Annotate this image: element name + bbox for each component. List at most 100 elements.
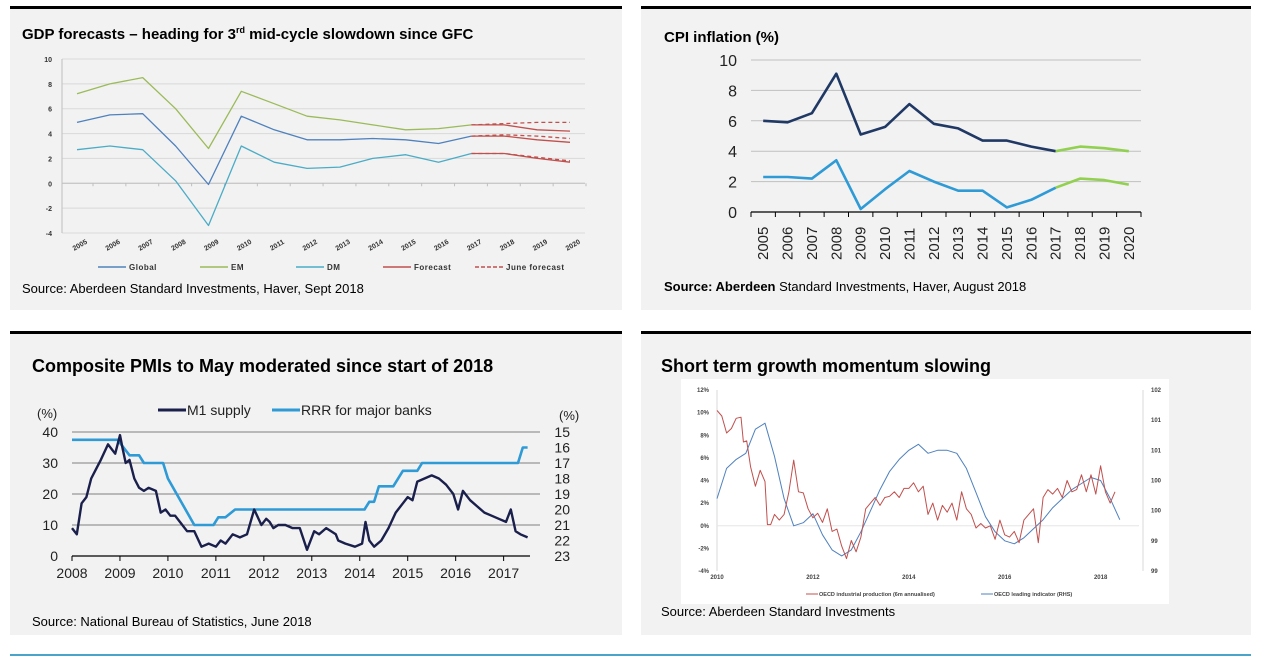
- y-right-tick-label: 19: [554, 486, 570, 502]
- series-line-cpi_green: [1055, 145, 1129, 153]
- y-right-tick-label: 21: [554, 517, 570, 533]
- x-tick-label: 2012: [248, 565, 279, 581]
- x-tick-label: 2018: [1094, 575, 1108, 581]
- x-tick-label: 2015: [400, 239, 417, 253]
- y-right-tick-label: 101: [1151, 448, 1162, 454]
- y-tick-label: 8: [728, 83, 737, 100]
- y-tick-label: 10: [719, 53, 737, 70]
- y-right-tick-label: 101: [1151, 418, 1162, 424]
- x-tick-label: 2013: [296, 565, 327, 581]
- legend-label: RRR for major banks: [301, 402, 432, 418]
- x-tick-label: 2018: [499, 239, 516, 253]
- y-left-axis-label: (%): [37, 406, 57, 421]
- y-left-tick-label: 10%: [697, 411, 710, 417]
- series-line-cpi_blue: [763, 159, 1057, 211]
- x-tick-label: 2014: [975, 227, 992, 260]
- cpi-chart-title: CPI inflation (%): [664, 29, 779, 46]
- x-tick-label: 2012: [302, 239, 319, 253]
- legend-label: OECD leading indicator (RHS): [994, 592, 1072, 598]
- x-tick-label: 2013: [335, 239, 352, 253]
- gdp-forecasts-panel: GDP forecasts – heading for 3rd mid-cycl…: [10, 6, 622, 310]
- pmi-chart-source: Source: National Bureau of Statistics, J…: [32, 614, 312, 629]
- y-left-tick-label: 0: [50, 548, 58, 564]
- y-tick-label: 0: [728, 205, 737, 222]
- x-tick-label: 2017: [1048, 227, 1065, 260]
- series-line-rrr: [72, 438, 528, 527]
- x-tick-label: 2010: [152, 565, 183, 581]
- x-tick-label: 2012: [806, 575, 820, 581]
- y-left-tick-label: 4%: [700, 479, 709, 485]
- y-tick-label: -4: [46, 231, 52, 238]
- x-tick-label: 2010: [236, 239, 253, 253]
- y-left-tick-label: 2%: [700, 501, 709, 507]
- series-line-global: [76, 113, 472, 186]
- series-line-june: [471, 134, 571, 140]
- y-tick-label: 0: [48, 181, 52, 188]
- y-tick-label: 4: [728, 144, 737, 161]
- x-tick-label: 2018: [1072, 227, 1089, 260]
- momentum-chart-source: Source: Aberdeen Standard Investments: [661, 604, 896, 619]
- x-tick-label: 2009: [203, 239, 220, 253]
- series-line-dm: [76, 145, 472, 227]
- y-left-tick-label: 0%: [700, 524, 709, 530]
- x-tick-label: 2020: [565, 239, 582, 253]
- x-tick-label: 2012: [926, 227, 943, 260]
- chart-plot-background: [681, 379, 1169, 604]
- x-tick-label: 2017: [466, 239, 483, 253]
- x-tick-label: 2019: [1096, 227, 1113, 260]
- x-tick-label: 2008: [828, 227, 845, 260]
- y-tick-label: 6: [728, 114, 737, 131]
- x-tick-label: 2007: [804, 227, 821, 260]
- y-left-tick-label: 10: [42, 517, 58, 533]
- x-tick-label: 2006: [780, 227, 797, 260]
- y-tick-label: 8: [48, 82, 52, 89]
- y-left-tick-label: 6%: [700, 456, 709, 462]
- composite-pmi-panel: Composite PMIs to May moderated since st…: [10, 331, 622, 635]
- y-tick-label: 6: [48, 107, 52, 114]
- x-tick-label: 2016: [998, 575, 1012, 581]
- x-tick-label: 2010: [877, 227, 894, 260]
- y-right-tick-label: 99: [1151, 569, 1158, 575]
- x-tick-label: 2009: [104, 565, 135, 581]
- y-right-tick-label: 100: [1151, 479, 1162, 485]
- series-line-cli: [716, 422, 1121, 557]
- growth-momentum-panel: Short term growth momentum slowing -4% -2…: [641, 331, 1251, 635]
- legend-label: Forecast: [414, 263, 451, 272]
- cpi-chart: 0 2 4 6 8 10 2005 2006 2007 2008 2009 2010 2011 2012 2…: [719, 53, 1142, 260]
- y-left-tick-label: -4%: [698, 569, 709, 575]
- x-tick-label: 2007: [137, 239, 154, 253]
- series-line-june: [471, 121, 570, 126]
- y-left-tick-label: 8%: [700, 433, 709, 439]
- x-tick-label: 2015: [999, 227, 1016, 260]
- series-line-june: [471, 152, 571, 162]
- x-tick-label: 2005: [72, 239, 89, 253]
- series-line-forecast: [471, 124, 571, 132]
- x-tick-label: 2008: [56, 565, 87, 581]
- y-right-tick-label: 17: [554, 455, 570, 471]
- x-tick-label: 2011: [269, 239, 286, 253]
- x-tick-label: 2016: [440, 565, 471, 581]
- y-left-tick-label: 20: [42, 486, 58, 502]
- x-tick-label: 2014: [344, 565, 375, 581]
- x-tick-label: 2008: [170, 239, 187, 253]
- legend-label: EM: [231, 263, 244, 272]
- y-tick-label: 4: [48, 132, 52, 139]
- legend-label: OECD industrial production (6m annualise…: [819, 592, 935, 598]
- pmi-chart-title: Composite PMIs to May moderated since st…: [32, 356, 494, 376]
- legend-label: DM: [327, 263, 340, 272]
- y-right-tick-label: 99: [1151, 539, 1158, 545]
- x-tick-label: 2016: [1023, 227, 1040, 260]
- y-tick-label: 10: [44, 57, 52, 64]
- x-tick-label: 2005: [755, 227, 772, 260]
- series-line-cpi_green: [1055, 177, 1130, 189]
- x-tick-label: 2006: [105, 239, 122, 253]
- x-tick-label: 2011: [201, 565, 231, 581]
- series-line-cpi_navy: [763, 72, 1056, 153]
- y-tick-label: 2: [728, 175, 737, 192]
- cpi-chart-source: Source: Aberdeen Standard Investments, H…: [664, 279, 1027, 294]
- y-right-tick-label: 20: [554, 502, 570, 518]
- x-tick-label: 2016: [433, 239, 450, 253]
- x-tick-label: 2014: [902, 575, 916, 581]
- series-line-em: [76, 76, 472, 150]
